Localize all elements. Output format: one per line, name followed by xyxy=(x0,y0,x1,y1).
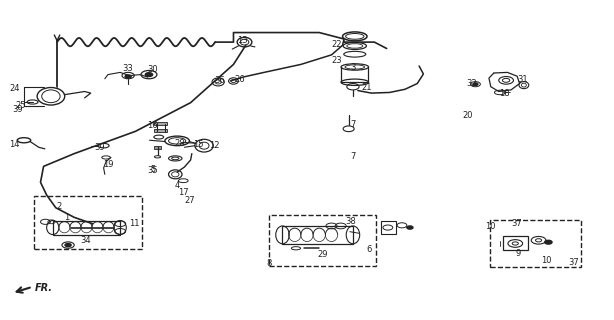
Bar xyxy=(282,226,353,244)
Text: 7: 7 xyxy=(350,120,356,130)
Text: 6: 6 xyxy=(367,245,372,254)
Bar xyxy=(503,236,527,251)
Text: 30: 30 xyxy=(147,65,158,74)
Text: 4: 4 xyxy=(174,181,180,190)
Text: 22: 22 xyxy=(331,40,341,49)
Text: 10: 10 xyxy=(541,256,551,265)
Text: 3: 3 xyxy=(350,63,356,72)
Bar xyxy=(381,221,396,234)
Text: 37: 37 xyxy=(568,258,579,267)
Text: 20: 20 xyxy=(462,111,473,120)
Bar xyxy=(269,215,376,266)
Circle shape xyxy=(545,240,552,244)
Text: 28: 28 xyxy=(174,139,185,148)
Text: 34: 34 xyxy=(80,236,90,245)
Text: 39: 39 xyxy=(12,105,23,114)
Text: 8: 8 xyxy=(266,259,272,268)
Text: 29: 29 xyxy=(317,251,327,260)
Text: 21: 21 xyxy=(362,83,372,92)
Text: 32: 32 xyxy=(466,79,476,88)
Bar xyxy=(489,220,581,267)
Text: 26: 26 xyxy=(235,75,245,84)
Text: 35: 35 xyxy=(147,166,158,175)
Text: 11: 11 xyxy=(129,219,139,228)
Circle shape xyxy=(146,73,153,76)
Text: 5: 5 xyxy=(150,165,155,174)
Text: 19: 19 xyxy=(103,160,113,169)
Text: 14: 14 xyxy=(9,140,20,149)
Text: 10: 10 xyxy=(486,222,496,231)
Text: 17: 17 xyxy=(178,188,188,197)
Text: 9: 9 xyxy=(516,250,521,259)
Text: 25: 25 xyxy=(15,101,26,110)
Bar xyxy=(34,196,142,249)
Text: 1: 1 xyxy=(64,213,69,222)
Text: FR.: FR. xyxy=(34,283,52,293)
Text: 37: 37 xyxy=(511,219,522,228)
Bar xyxy=(53,220,120,235)
Circle shape xyxy=(407,226,413,229)
Text: 36: 36 xyxy=(215,76,225,85)
Bar xyxy=(154,146,161,149)
Text: 7: 7 xyxy=(350,152,356,161)
Text: 33: 33 xyxy=(123,64,133,73)
Circle shape xyxy=(65,244,71,247)
Text: 15: 15 xyxy=(193,140,203,149)
Text: 38: 38 xyxy=(346,217,357,226)
Text: 23: 23 xyxy=(331,56,342,65)
Circle shape xyxy=(473,83,478,85)
Text: 24: 24 xyxy=(9,84,20,93)
Text: 27: 27 xyxy=(184,196,195,205)
Text: 18: 18 xyxy=(499,89,510,98)
Text: 2: 2 xyxy=(56,202,61,211)
Text: 31: 31 xyxy=(518,75,528,84)
Text: 39: 39 xyxy=(95,143,105,152)
Bar xyxy=(154,122,168,125)
Text: 12: 12 xyxy=(209,141,219,150)
Bar xyxy=(154,129,168,132)
Text: 13: 13 xyxy=(238,36,248,45)
Circle shape xyxy=(125,75,131,78)
Text: 16: 16 xyxy=(147,121,158,130)
